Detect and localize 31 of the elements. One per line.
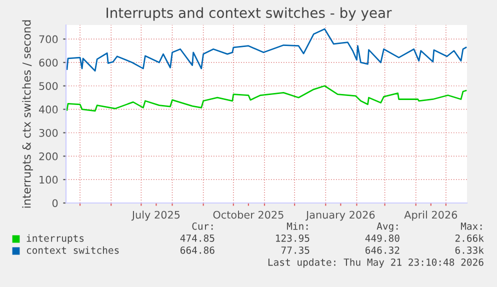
x-tick-label: January 2026	[305, 210, 375, 221]
text: 449.80	[365, 234, 400, 242]
y-tick-label: 400	[38, 106, 58, 114]
line-series	[66, 85, 467, 112]
text: 123.95	[276, 234, 310, 242]
chart-title: Interrupts and context switches - by year	[106, 7, 392, 21]
x-tick-label: July 2025	[131, 210, 180, 221]
text: Max:	[460, 222, 482, 230]
text: Cur:	[192, 222, 213, 230]
legend-label: interrupts	[26, 234, 84, 244]
text: Avg:	[376, 222, 398, 232]
y-tick-label: 500	[39, 82, 58, 90]
line-series	[66, 28, 467, 72]
legend-label: context switches	[26, 246, 119, 254]
text: 2.66k	[455, 234, 484, 242]
x-tick-label: April 2026	[404, 210, 458, 221]
text: 664.86	[180, 246, 214, 254]
y-tick-label: 300	[39, 128, 58, 137]
y-tick-label: 0	[52, 199, 58, 208]
text: Min:	[286, 222, 308, 230]
y-tick-label: 700	[39, 35, 58, 44]
text: 474.85	[180, 234, 214, 242]
y-tick-label: 600	[39, 58, 58, 67]
y-tick-label: 200	[39, 152, 58, 160]
text: 6.33k	[455, 246, 484, 254]
y-axis-title: interrupts & ctx switches / second	[22, 20, 33, 208]
text: 646.32	[366, 246, 400, 254]
x-tick-label: October 2025	[213, 210, 284, 219]
text: 77.35	[281, 246, 310, 254]
text: Last update: Thu May 21 23:10:48 2026	[268, 258, 484, 268]
y-tick-label: 100	[40, 176, 58, 184]
